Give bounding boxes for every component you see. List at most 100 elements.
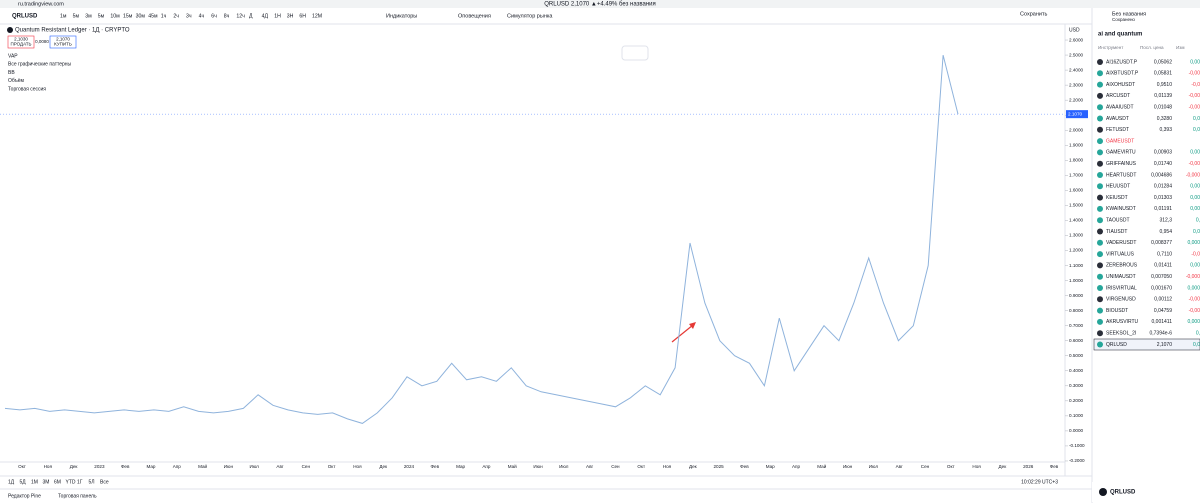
bottom-tab[interactable]: Редактор Pine	[8, 493, 41, 499]
symbol[interactable]: GAMEUSDT	[1106, 138, 1134, 144]
url[interactable]: ru.tradingview.com	[18, 1, 64, 7]
range-button[interactable]: Все	[100, 479, 109, 485]
range-button[interactable]: 5Д	[20, 479, 27, 485]
symbol[interactable]: AI16ZUSDT.P	[1106, 59, 1138, 65]
last-price: 0,00112	[1154, 297, 1172, 303]
interval-button[interactable]: 8ч	[224, 13, 230, 19]
y-tick-label: 2.6000	[1069, 37, 1083, 42]
interval-button[interactable]: 4ч	[199, 13, 205, 19]
last-price: 0,007050	[1151, 274, 1172, 280]
x-tick-label: Авг	[586, 464, 594, 469]
symbol[interactable]: HEUUSDT	[1106, 184, 1130, 190]
range-button[interactable]: 6М	[54, 479, 61, 485]
indicators-button[interactable]: Индикаторы	[386, 13, 417, 19]
x-tick-label: Июн	[224, 464, 234, 469]
interval-button[interactable]: 10м	[110, 13, 120, 19]
symbol[interactable]: ARCUSDT	[1106, 93, 1130, 99]
symbol[interactable]: AKRUSVIRTU	[1106, 319, 1139, 325]
watchlist-title[interactable]: ai and quantum	[1098, 32, 1142, 38]
change: 0,00	[1190, 184, 1200, 190]
x-tick-label: Июл	[559, 464, 569, 469]
range-button[interactable]: 5Л	[89, 479, 95, 485]
interval-button[interactable]: 5м	[98, 13, 105, 19]
interval-button[interactable]: 12ч	[236, 13, 245, 19]
drawing-handle[interactable]	[621, 45, 649, 61]
interval-button[interactable]: 12М	[312, 13, 322, 19]
interval-button[interactable]: Д	[249, 13, 253, 19]
symbol[interactable]: ZEREBROUS	[1106, 263, 1138, 269]
change: 0,00	[1190, 195, 1200, 201]
symbol[interactable]: AIXOHUSDT	[1106, 82, 1135, 88]
change: 0,0	[1193, 342, 1200, 348]
symbol[interactable]: TIAUSDT	[1106, 229, 1127, 235]
symbol[interactable]: VIRTUALUS	[1106, 251, 1135, 257]
interval-button[interactable]: 30м	[136, 13, 146, 19]
y-tick-label: 0.9000	[1069, 293, 1083, 298]
interval-button[interactable]: 4Д	[262, 13, 269, 19]
x-tick-label: Апр	[792, 464, 801, 469]
symbol[interactable]: VADERUSDT	[1106, 240, 1136, 246]
interval-button[interactable]: 1м	[60, 13, 67, 19]
last-price: 0,05062	[1154, 59, 1172, 65]
symbol[interactable]: QRLUSD	[1106, 342, 1127, 348]
x-tick-label: Дек	[379, 464, 388, 469]
y-tick-label: 1.4000	[1069, 218, 1083, 223]
symbol[interactable]: IRISVIRTUAL	[1106, 285, 1137, 291]
y-tick-label: 0.2000	[1069, 398, 1083, 403]
interval-button[interactable]: 5м	[73, 13, 80, 19]
layout-name[interactable]: Без названия	[1112, 11, 1146, 17]
symbol[interactable]: KEIUSDT	[1106, 195, 1128, 201]
symbol[interactable]: GRIFFAINUS	[1106, 161, 1137, 167]
interval-button[interactable]: 1ч	[161, 13, 167, 19]
interval-button[interactable]: 6Н	[299, 13, 306, 19]
interval-button[interactable]: 3м	[85, 13, 92, 19]
symbol[interactable]: AVAUSDT	[1106, 116, 1129, 122]
symbol[interactable]: GAMEVIRTU	[1106, 150, 1136, 156]
symbol-icon	[1097, 217, 1103, 224]
symbol[interactable]: AVAAIUSDT	[1106, 105, 1134, 111]
symbol[interactable]: UNIMAUSDT	[1106, 274, 1136, 280]
interval-button[interactable]: 1Н	[274, 13, 281, 19]
interval-button[interactable]: 15м	[123, 13, 133, 19]
range-button[interactable]: YTD	[66, 479, 76, 485]
symbol-search[interactable]: QRLUSD	[12, 14, 38, 20]
symbol-icon	[1097, 126, 1103, 133]
last-price: 0,01048	[1154, 105, 1172, 111]
symbol[interactable]: VIRGENUSD	[1106, 297, 1136, 303]
bottom-tab[interactable]: Торговая панель	[58, 493, 97, 499]
symbol-icon	[1097, 70, 1103, 77]
symbol[interactable]: AIXBTUSDT.P	[1106, 71, 1139, 77]
x-tick-label: Мар	[456, 464, 465, 469]
symbol[interactable]: SEEKSOL_2I	[1106, 331, 1136, 337]
study-label: BB	[8, 70, 15, 76]
buy-button[interactable]	[49, 35, 77, 49]
last-price: 0,9510	[1157, 82, 1173, 88]
y-tick-label: -0.1000	[1069, 443, 1085, 448]
symbol[interactable]: HEARTUSDT	[1106, 172, 1136, 178]
change: 0,0	[1193, 229, 1200, 235]
symbol[interactable]: FETUSDT	[1106, 127, 1129, 133]
change: 0,	[1196, 331, 1200, 337]
change: 0,00	[1190, 263, 1200, 269]
alerts-button[interactable]: Оповещения	[458, 13, 491, 19]
y-tick-label: 0.0000	[1069, 428, 1083, 433]
interval-button[interactable]: 2ч	[173, 13, 179, 19]
range-button[interactable]: 1Д	[8, 479, 15, 485]
interval-button[interactable]: 3ч	[186, 13, 192, 19]
y-tick-label: 2.3000	[1069, 82, 1083, 87]
interval-button[interactable]: 45м	[148, 13, 158, 19]
range-button[interactable]: 1М	[31, 479, 38, 485]
replay-button[interactable]: Симулятор рынка	[507, 13, 553, 19]
interval-button[interactable]: 3Н	[287, 13, 294, 19]
range-button[interactable]: 1Г	[77, 479, 83, 485]
symbol[interactable]: TAOUSDT	[1106, 218, 1130, 224]
interval-button[interactable]: 6ч	[211, 13, 217, 19]
last-price: 0,008377	[1151, 240, 1172, 246]
x-tick-label: Июл	[250, 464, 260, 469]
sell-button[interactable]	[7, 35, 35, 49]
clock: 10:02:29 UTC+3	[1021, 479, 1058, 485]
save-button[interactable]: Сохранить	[1020, 11, 1047, 17]
symbol[interactable]: KWAINUSDT	[1106, 206, 1136, 212]
range-button[interactable]: 3М	[43, 479, 50, 485]
symbol[interactable]: BIOUSDT	[1106, 308, 1128, 314]
